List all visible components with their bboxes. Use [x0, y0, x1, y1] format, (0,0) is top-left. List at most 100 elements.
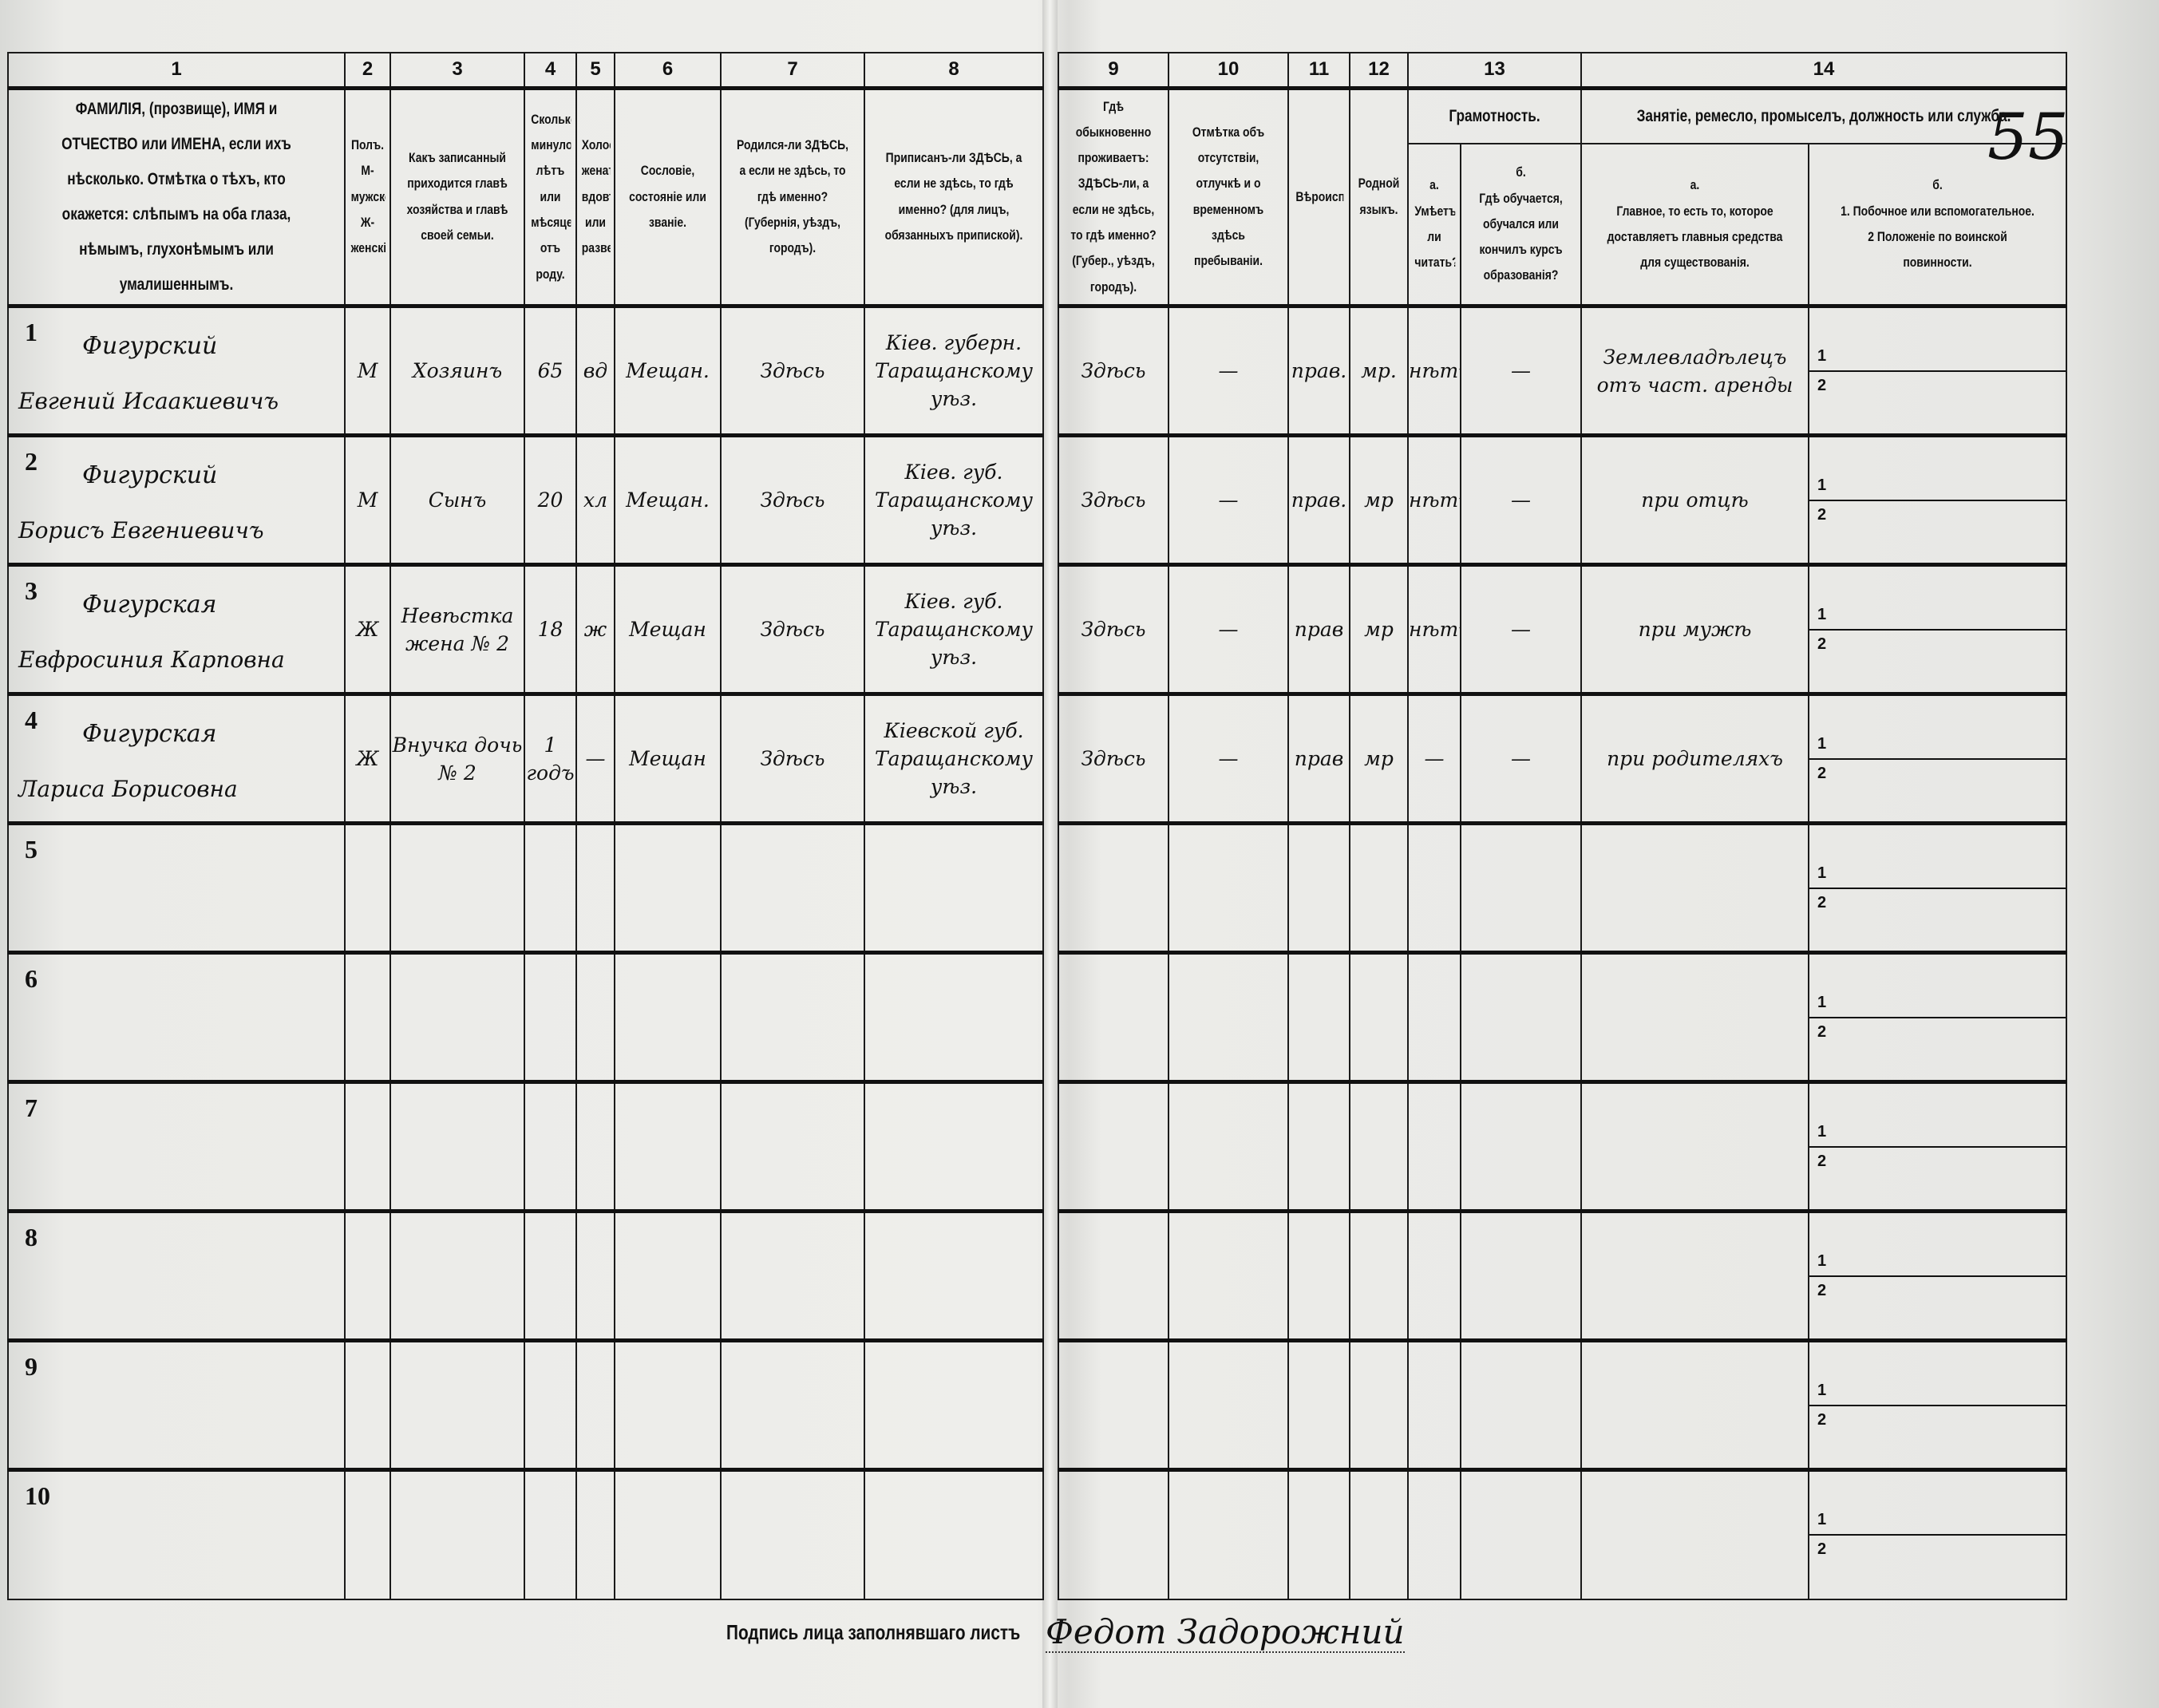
cell-registered: Кiев. губ. Таращанскому уѣз. — [864, 563, 1044, 695]
col-num: 6 — [614, 52, 722, 90]
cell-born — [720, 1338, 865, 1471]
cell-marital: хл — [575, 433, 615, 566]
sub-2: 2 — [1810, 370, 2066, 400]
cell-relation — [389, 1338, 525, 1471]
cell-language — [1349, 1338, 1409, 1471]
text: Умѣетъ-ли читать? — [1414, 203, 1457, 271]
cell-resides: Здѣсь — [1058, 563, 1169, 695]
row-number: 7 — [25, 1093, 38, 1123]
cell-absence — [1168, 1209, 1289, 1342]
cell-born — [720, 1209, 865, 1342]
cell-born: Здѣсь — [720, 692, 865, 824]
cell-born — [720, 1468, 865, 1600]
cell-resides — [1058, 821, 1169, 954]
header-age: Сколько минуло лѣтъ или мѣсяцевъ отъ род… — [528, 87, 572, 307]
cell-religion — [1287, 951, 1350, 1083]
cell-absence: — — [1168, 692, 1289, 824]
row-number: 1 — [25, 318, 38, 347]
header-14a: а. Главное, то есть то, которое доставляе… — [1600, 142, 1789, 307]
cell-estate: Мещан — [614, 563, 722, 695]
cell-education — [1459, 1338, 1583, 1471]
cell-sex — [344, 1338, 391, 1471]
cell-occupation — [1580, 821, 1810, 954]
cell-religion — [1287, 821, 1350, 954]
header-14b: б. 1. Побочное или вспомогательное. 2 Поло… — [1831, 142, 2044, 307]
header-language: Родной языкъ. — [1354, 87, 1404, 307]
row-number: 3 — [25, 576, 38, 606]
cell-literate — [1407, 951, 1461, 1083]
sub-1: 1 — [1817, 734, 1827, 753]
cell-estate — [614, 821, 722, 954]
header-religion: Вѣроисповѣданіе. — [1293, 87, 1345, 307]
cell-occupation — [1580, 1338, 1810, 1471]
table-row: 2 Фигурский Борисъ Евгениевичъ М Сынъ 20 хл Мещ… — [7, 433, 2068, 566]
surname: Фигурский — [82, 331, 218, 360]
cell-marital — [575, 951, 615, 1083]
table-row: 3 Фигурская Евфросиния Карповна Ж Невѣстка ж… — [7, 563, 2068, 695]
cell-sex: Ж — [344, 692, 391, 824]
cell-relation — [389, 1080, 525, 1212]
cell-education — [1459, 1468, 1583, 1600]
cell-absence — [1168, 821, 1289, 954]
cell-registered: Кiевской губ. Таращанскому уѣз. — [864, 692, 1044, 824]
given-name: Ларисa Борисовна — [18, 775, 238, 802]
cell-occupation — [1580, 1468, 1810, 1600]
letter: а. — [1429, 177, 1439, 193]
cell-literate — [1407, 1080, 1461, 1212]
row-number: 4 — [25, 706, 38, 735]
cell-occupation: Землевладѣлецъ отъ част. аренды — [1580, 304, 1810, 437]
cell-born — [720, 951, 865, 1083]
cell-occupation: при мужѣ — [1580, 563, 1810, 695]
col-num: 11 — [1287, 52, 1350, 90]
table-row: 10 1 2 — [7, 1468, 2068, 1600]
cell-born — [720, 821, 865, 954]
cell-language: мр — [1349, 563, 1409, 695]
cell-absence — [1168, 1080, 1289, 1212]
header-13b: б. Гдѣ обучается, обучался или кончилъ ку… — [1470, 142, 1572, 307]
cell-literate: нѣтъ — [1407, 563, 1461, 695]
cell-language — [1349, 821, 1409, 954]
cell-registered — [864, 951, 1044, 1083]
cell-education: — — [1459, 304, 1583, 437]
cell-marital — [575, 1338, 615, 1471]
cell-literate — [1407, 821, 1461, 954]
col-num: 8 — [864, 52, 1044, 90]
sub-2: 2 — [1810, 499, 2066, 529]
sub-1: 1 — [1817, 1381, 1827, 1399]
cell-literate — [1407, 1338, 1461, 1471]
col-num: 3 — [389, 52, 525, 90]
letter: а. — [1690, 177, 1700, 193]
cell-registered — [864, 1468, 1044, 1600]
col-num: 13 — [1406, 52, 1583, 90]
header-relation: Какъ записанный приходится главѣ хозяйст… — [401, 87, 513, 307]
column-number-row: 1 2 3 4 5 6 7 8 9 10 11 12 13 14 — [7, 52, 2068, 90]
cell-age — [524, 821, 577, 954]
cell-sex — [344, 951, 391, 1083]
cell-resides: Здѣсь — [1058, 433, 1169, 566]
header-literacy: Грамотность. — [1422, 87, 1567, 144]
surname: Фигурская — [82, 719, 217, 748]
cell-resides — [1058, 1468, 1169, 1600]
cell-religion: прав — [1287, 563, 1350, 695]
cell-relation: Сынъ — [389, 433, 525, 566]
given-name: Евгений Исаакиевичъ — [18, 387, 279, 414]
cell-absence — [1168, 951, 1289, 1083]
cell-absence — [1168, 1468, 1289, 1600]
text: 1. Побочное или вспомогательное. — [1841, 203, 2034, 219]
cell-registered: Кiев. губерн. Таращанскому уѣз. — [864, 304, 1044, 437]
cell-estate: Мещан. — [614, 433, 722, 566]
cell-literate — [1407, 1209, 1461, 1342]
cell-age: 20 — [524, 433, 577, 566]
cell-religion: прав — [1287, 692, 1350, 824]
census-table: 1 2 3 4 5 6 7 8 9 10 11 12 13 14 ФАМИЛІЯ… — [7, 52, 2068, 1600]
fold-gap — [1043, 53, 1058, 306]
header-resides: Гдѣ обыкновенно проживаетъ: ЗДѢСЬ-ли, а … — [1067, 87, 1160, 307]
page-number: 55 — [1987, 100, 2069, 174]
